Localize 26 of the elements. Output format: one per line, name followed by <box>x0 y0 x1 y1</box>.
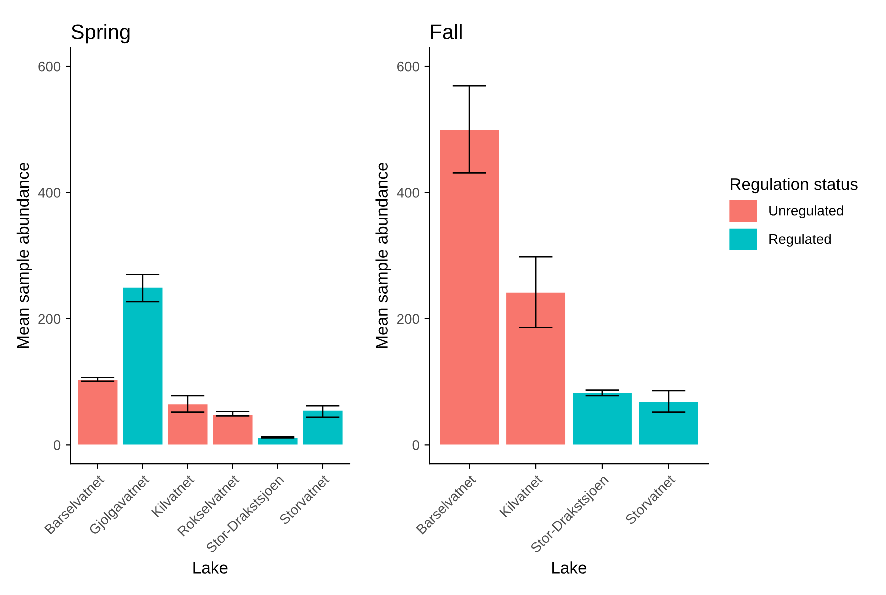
y-tick-label: 400 <box>38 188 61 198</box>
y-tick-label: 200 <box>398 314 420 324</box>
bar <box>77 379 119 446</box>
y-tick-label: 400 <box>397 188 420 198</box>
bar <box>302 410 344 446</box>
y-axis-title: Mean sample abundance <box>16 163 32 348</box>
y-tick-label: 0 <box>54 440 61 450</box>
chart-title: Fall <box>431 24 462 40</box>
y-axis-title: Mean sample abundance <box>376 163 392 348</box>
bar <box>122 286 164 446</box>
bar <box>439 129 500 446</box>
chart-title: Spring <box>72 24 130 44</box>
legend-title: Regulation status <box>731 178 858 194</box>
bar <box>506 292 566 446</box>
y-tick-label: 200 <box>38 314 61 324</box>
x-axis-title: Lake <box>194 562 228 574</box>
bar <box>212 414 254 446</box>
bar <box>638 401 700 446</box>
y-tick-label: 0 <box>412 440 420 450</box>
y-tick-label: 600 <box>38 62 61 72</box>
x-axis-title: Lake <box>552 562 587 574</box>
y-tick-label: 600 <box>398 62 420 72</box>
legend-label: Regulated <box>770 234 831 247</box>
legend-label: Unregulated <box>770 206 844 219</box>
bar <box>572 392 633 446</box>
bar <box>167 404 209 446</box>
